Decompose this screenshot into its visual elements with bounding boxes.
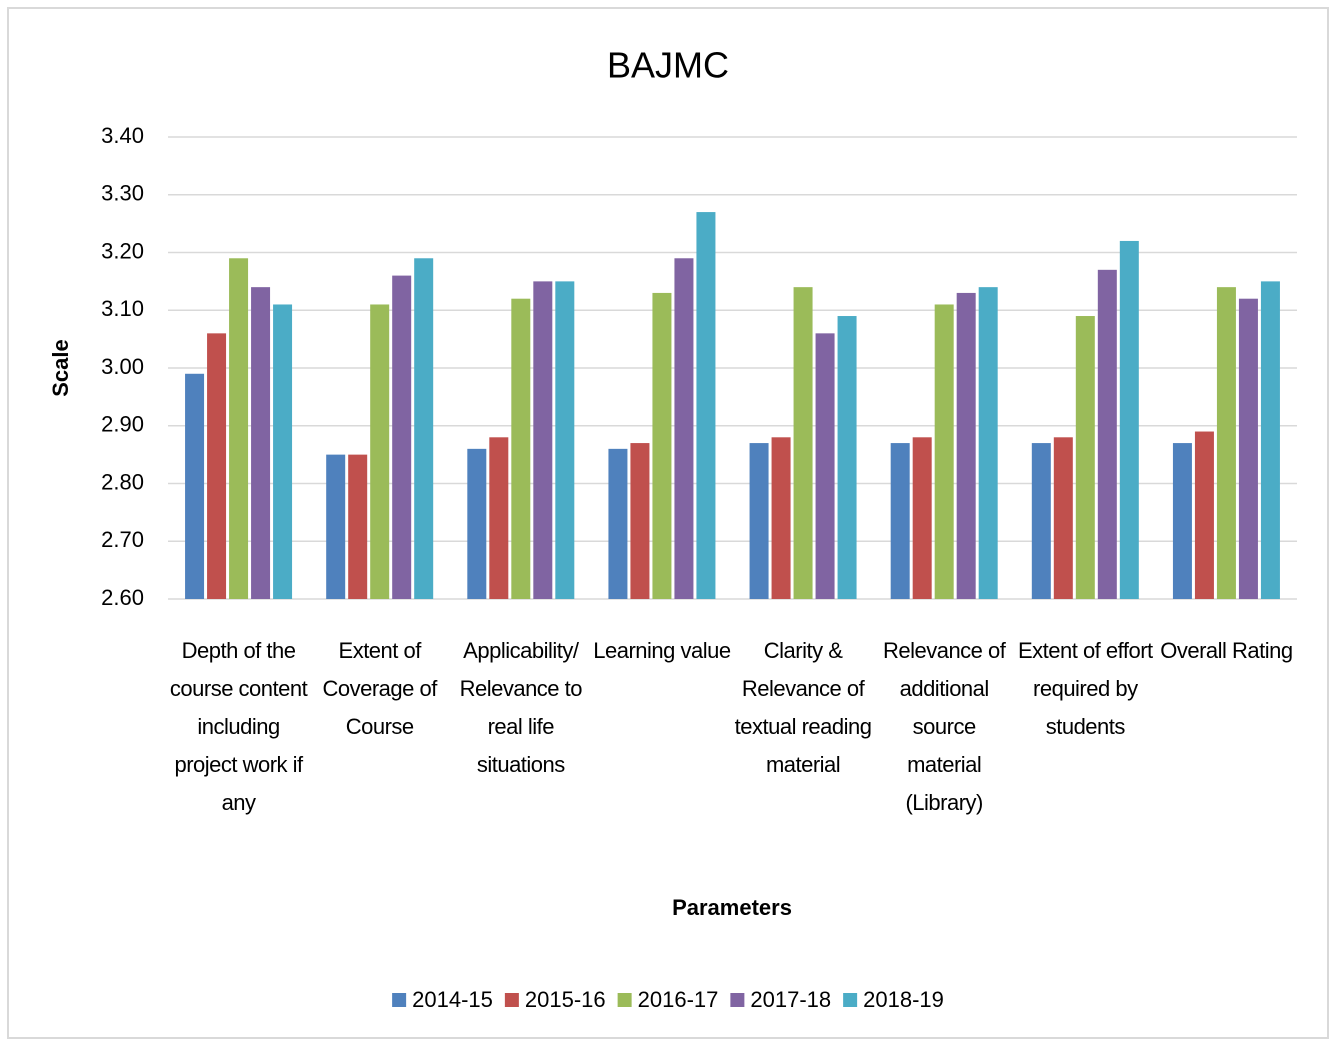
y-tick-label: 2.60	[101, 585, 144, 610]
x-tick-label: Extent of effort required by students	[1017, 638, 1153, 739]
bar	[1119, 240, 1139, 599]
bar	[489, 437, 509, 599]
bar	[251, 287, 271, 599]
bar	[414, 258, 434, 599]
legend-swatch	[504, 993, 519, 1007]
bar	[771, 437, 791, 599]
bar	[793, 287, 813, 599]
bar	[1097, 269, 1117, 599]
legend-label: 2016-17	[638, 987, 719, 1012]
bar	[652, 292, 672, 599]
bar	[837, 316, 857, 599]
legend-swatch	[392, 993, 407, 1007]
bar	[890, 443, 910, 599]
bar	[392, 275, 412, 599]
y-tick-label: 2.80	[101, 469, 144, 494]
bar	[1194, 431, 1214, 599]
y-tick-label: 3.40	[101, 123, 144, 148]
bar	[608, 448, 628, 599]
bar	[912, 437, 932, 599]
legend-label: 2018-19	[863, 987, 944, 1012]
bar	[1238, 298, 1258, 599]
bar	[1216, 287, 1236, 599]
bar	[370, 304, 390, 599]
bar	[934, 304, 954, 599]
y-tick-label: 3.30	[101, 181, 144, 206]
bar	[1075, 316, 1095, 599]
bar	[555, 281, 575, 599]
bar	[1172, 443, 1192, 599]
legend-swatch	[617, 993, 632, 1007]
bar	[630, 443, 650, 599]
legend-label: 2015-16	[525, 987, 606, 1012]
bar	[956, 292, 976, 599]
bar	[326, 454, 346, 599]
bar	[229, 258, 249, 599]
y-tick-label: 3.00	[101, 354, 144, 379]
bar	[273, 304, 293, 599]
bar	[674, 258, 694, 599]
bar	[511, 298, 531, 599]
bar	[1260, 281, 1280, 599]
x-tick-label: Depth of the course content including pr…	[169, 638, 308, 815]
bar	[749, 443, 769, 599]
bar	[696, 212, 716, 599]
legend-swatch	[843, 993, 858, 1007]
y-tick-label: 2.90	[101, 412, 144, 437]
bar	[533, 281, 553, 599]
y-tick-label: 3.10	[101, 296, 144, 321]
bar	[815, 333, 835, 599]
legend-swatch	[730, 993, 745, 1007]
x-tick-label: Relevance of additional source material …	[882, 638, 1006, 815]
bar	[207, 333, 227, 599]
bar	[348, 454, 368, 599]
y-tick-label: 2.70	[101, 527, 144, 552]
bar	[467, 448, 487, 599]
x-tick-label: Learning value	[593, 638, 731, 663]
x-tick-label: Extent of Coverage of Course	[322, 638, 438, 739]
y-tick-label: 3.20	[101, 238, 144, 263]
legend-label: 2017-18	[750, 987, 831, 1012]
x-axis-title: Parameters	[672, 895, 792, 920]
legend-label: 2014-15	[412, 987, 493, 1012]
bar	[1031, 443, 1051, 599]
x-tick-label: Overall Rating	[1160, 638, 1293, 663]
y-axis-title: Scale	[48, 339, 73, 397]
bar	[1053, 437, 1073, 599]
x-tick-label: Clarity & Relevance of textual reading m…	[734, 638, 872, 777]
bar	[185, 373, 205, 599]
chart-title: BAJMC	[607, 45, 729, 86]
x-tick-label: Applicability/ Relevance to real life si…	[459, 638, 583, 777]
bar	[978, 287, 998, 599]
